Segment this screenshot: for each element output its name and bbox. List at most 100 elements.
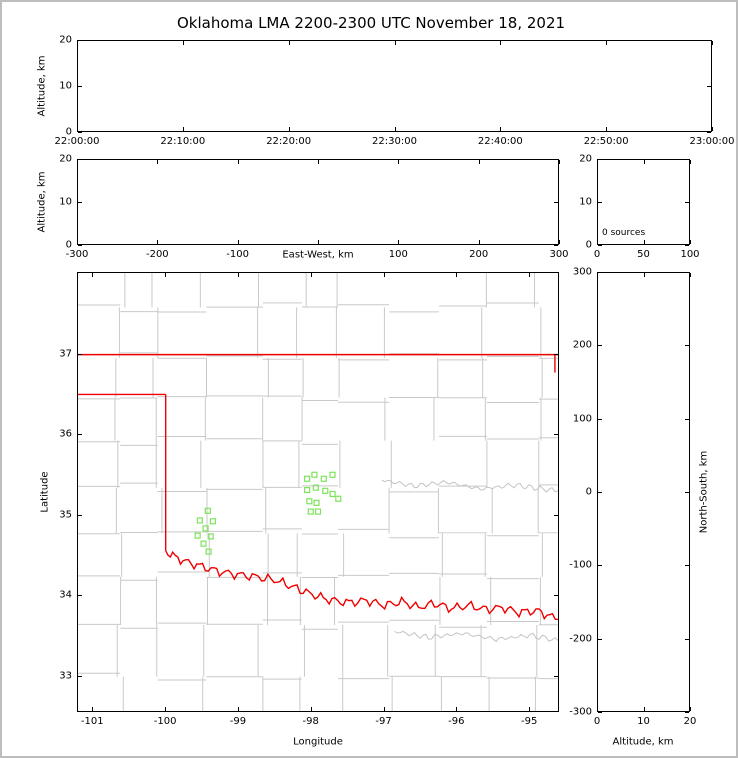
plan_view-y-tick-mark: [78, 595, 82, 597]
altitude_histogram-x-tick-mark: [690, 240, 691, 244]
plan_view-x-tick-label: -101: [80, 716, 104, 727]
ns_height-y-tick-label: 100: [572, 413, 592, 425]
time_height-x-tick-mark: [712, 41, 713, 45]
altitude_histogram-y-tick-label: 0: [585, 239, 592, 251]
ns_height-y-tick-mark: [598, 272, 602, 273]
time-height-panel: [77, 40, 712, 132]
ew_height-x-tick-mark: [478, 160, 480, 164]
east-west-height-panel: [77, 159, 559, 245]
ew_height-y-tick-mark: [554, 159, 558, 160]
plan_view-y-tick-mark: [554, 595, 558, 597]
lma-source-marker: [196, 517, 203, 524]
altitude_histogram-x-tick-mark: [643, 240, 645, 244]
plan_view-x-tick-mark: [456, 707, 458, 711]
lma-source-marker: [312, 484, 319, 491]
ew_height-y-tick-mark: [554, 245, 558, 246]
time_height-x-tick-label: 22:20:00: [266, 136, 312, 147]
plan_view-x-tick-mark: [529, 273, 531, 277]
time_height-x-tick-mark: [500, 127, 502, 131]
time_height-y-tick-mark: [78, 86, 82, 87]
ew-panel-x-axis-label: East-West, km: [282, 249, 354, 261]
ew_height-y-tick-mark: [78, 245, 82, 246]
time_height-x-tick-mark: [500, 41, 502, 45]
ns_height-x-tick-mark: [690, 273, 691, 277]
lma-source-marker: [313, 499, 320, 506]
plan_view-y-tick-mark: [78, 675, 82, 677]
time_height-y-tick-label: 20: [59, 34, 72, 46]
ew_height-x-tick-label: -300: [65, 249, 89, 260]
river-line: [394, 630, 559, 643]
lma-source-marker: [209, 518, 216, 525]
lma-source-marker: [200, 540, 207, 547]
time_height-x-tick-label: 22:50:00: [583, 136, 629, 147]
time_height-x-tick-mark: [394, 41, 396, 45]
plan_view-x-tick-mark: [165, 707, 167, 711]
altitude_histogram-y-tick-mark: [598, 245, 602, 246]
plan_view-y-tick-label: 36: [59, 428, 72, 440]
altitude_histogram-x-tick-mark: [597, 160, 598, 164]
time_height-x-tick-label: 23:00:00: [689, 136, 735, 147]
plan_view-y-tick-mark: [554, 354, 558, 356]
ew_height-y-tick-label: 10: [59, 196, 72, 208]
lma-source-marker: [204, 507, 211, 514]
plan_view-x-tick-mark: [310, 707, 312, 711]
ns_height-x-tick-label: 20: [683, 716, 697, 727]
oklahoma-state-border: [78, 353, 558, 621]
ns-panel-right-axis-label: North-South, km: [698, 450, 710, 534]
north-south-height-panel: [597, 272, 690, 712]
plan_view-y-tick-label: 37: [59, 348, 72, 360]
altitude_histogram-y-tick-mark: [598, 159, 602, 160]
plan_view-y-tick-mark: [554, 434, 558, 436]
plan_view-x-tick-mark: [383, 707, 385, 711]
ew_height-x-tick-mark: [478, 240, 480, 244]
ns_height-x-tick-mark: [597, 273, 598, 277]
plan-view-map-panel: [77, 272, 559, 712]
time_height-x-tick-mark: [712, 127, 713, 131]
lma-source-marker: [306, 498, 313, 505]
ns_height-y-tick-mark: [598, 345, 602, 347]
map-x-axis-label: Longitude: [293, 736, 343, 748]
lma-source-marker: [304, 475, 311, 482]
altitude-histogram-panel: [597, 159, 690, 245]
plan_view-y-tick-mark: [78, 434, 82, 436]
ns_height-x-tick-mark: [690, 707, 691, 711]
time_height-x-tick-mark: [606, 41, 608, 45]
plan_view-x-tick-label: -96: [448, 716, 465, 727]
time-panel-y-axis-label: Altitude, km: [36, 55, 48, 117]
ns_height-y-tick-label: 300: [572, 266, 592, 278]
ew_height-y-tick-label: 0: [65, 239, 72, 251]
ew_height-x-tick-mark: [559, 160, 560, 164]
altitude_histogram-x-tick-mark: [643, 160, 645, 164]
ew_height-x-tick-mark: [77, 160, 78, 164]
ew_height-x-tick-label: -100: [226, 249, 250, 260]
time_height-y-tick-mark: [78, 40, 82, 41]
time_height-y-tick-mark: [707, 86, 711, 87]
ew_height-x-tick-label: 300: [549, 249, 569, 260]
time_height-x-tick-label: 22:40:00: [477, 136, 523, 147]
plan_view-y-tick-mark: [78, 354, 82, 356]
ew_height-y-tick-label: 20: [59, 153, 72, 165]
plan_view-y-tick-label: 33: [59, 670, 72, 682]
time_height-x-tick-mark: [394, 127, 396, 131]
altitude_histogram-x-tick-label: 50: [637, 249, 650, 260]
altitude_histogram-x-tick-label: 0: [593, 249, 601, 260]
river-line: [381, 479, 559, 493]
ns_height-y-tick-mark: [598, 492, 602, 493]
ns_height-y-tick-label: -100: [569, 559, 592, 571]
ew_height-x-tick-label: 200: [469, 249, 489, 260]
ew_height-x-tick-mark: [318, 160, 319, 164]
time_height-y-tick-mark: [707, 40, 711, 41]
plan_view-x-tick-label: -99: [229, 716, 247, 727]
time_height-y-tick-label: 0: [65, 126, 72, 138]
altitude_histogram-x-tick-mark: [690, 160, 691, 164]
lma-source-marker: [320, 475, 327, 482]
altitude_histogram-y-tick-label: 20: [579, 153, 592, 165]
ew_height-x-tick-mark: [398, 160, 400, 164]
plan_view-y-tick-label: 35: [59, 509, 72, 521]
time_height-x-tick-mark: [77, 41, 78, 45]
ns_height-y-tick-mark: [598, 418, 602, 420]
plan_view-x-tick-label: -95: [520, 716, 538, 727]
ns_height-y-tick-mark: [685, 638, 689, 640]
plan_view-x-tick-mark: [529, 707, 531, 711]
ns_height-y-tick-label: 0: [585, 486, 592, 498]
